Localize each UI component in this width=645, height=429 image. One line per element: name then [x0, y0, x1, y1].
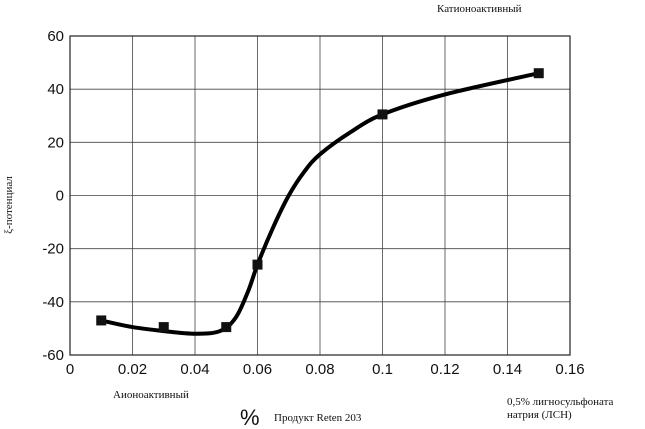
data-point-marker — [96, 315, 107, 326]
data-point-marker — [377, 109, 388, 120]
grid-lines — [69, 35, 571, 356]
x-tick-label: 0.14 — [493, 361, 522, 378]
x-tick-label: 0.04 — [180, 361, 209, 378]
x-tick-labels: 0 0.02 0.04 0.06 0.08 0.1 0.12 0.14 0.16 — [66, 361, 585, 378]
plot-frame — [69, 35, 571, 356]
y-tick-label: 60 — [47, 28, 64, 45]
x-tick-label: 0.12 — [430, 361, 459, 378]
data-point-marker — [158, 322, 169, 333]
annotation-lsn-line2: натрия (ЛСН) — [507, 409, 572, 421]
y-axis-label: ξ-потенциал — [3, 176, 15, 234]
annotation-lsn-line1: 0,5% лигносульфоната — [507, 396, 614, 408]
data-point-marker — [221, 322, 232, 333]
data-point-marker — [533, 68, 544, 79]
annotation-cationic: Катионоактивный — [437, 3, 522, 15]
y-tick-label: 0 — [56, 188, 64, 205]
x-tick-label: 0.08 — [305, 361, 334, 378]
y-tick-labels: 60 40 20 0 -20 -40 -60 — [42, 28, 64, 364]
y-tick-label: -20 — [42, 241, 64, 258]
y-tick-label: 40 — [47, 81, 64, 98]
x-tick-label: 0.16 — [555, 361, 584, 378]
y-tick-label: -60 — [42, 347, 64, 364]
data-point-markers — [96, 68, 544, 333]
data-point-marker — [252, 259, 263, 270]
x-tick-label: 0.02 — [118, 361, 147, 378]
x-axis-unit: % — [240, 405, 260, 429]
y-tick-label: 20 — [47, 134, 64, 151]
x-tick-label: 0.1 — [372, 361, 393, 378]
annotation-anionic: Аионоактивный — [113, 389, 189, 401]
y-tick-label: -40 — [42, 294, 64, 311]
x-tick-label: 0.06 — [243, 361, 272, 378]
series-curve — [99, 71, 541, 336]
x-tick-label: 0 — [66, 361, 74, 378]
x-axis-label: Продукт Reten 203 — [274, 412, 362, 424]
